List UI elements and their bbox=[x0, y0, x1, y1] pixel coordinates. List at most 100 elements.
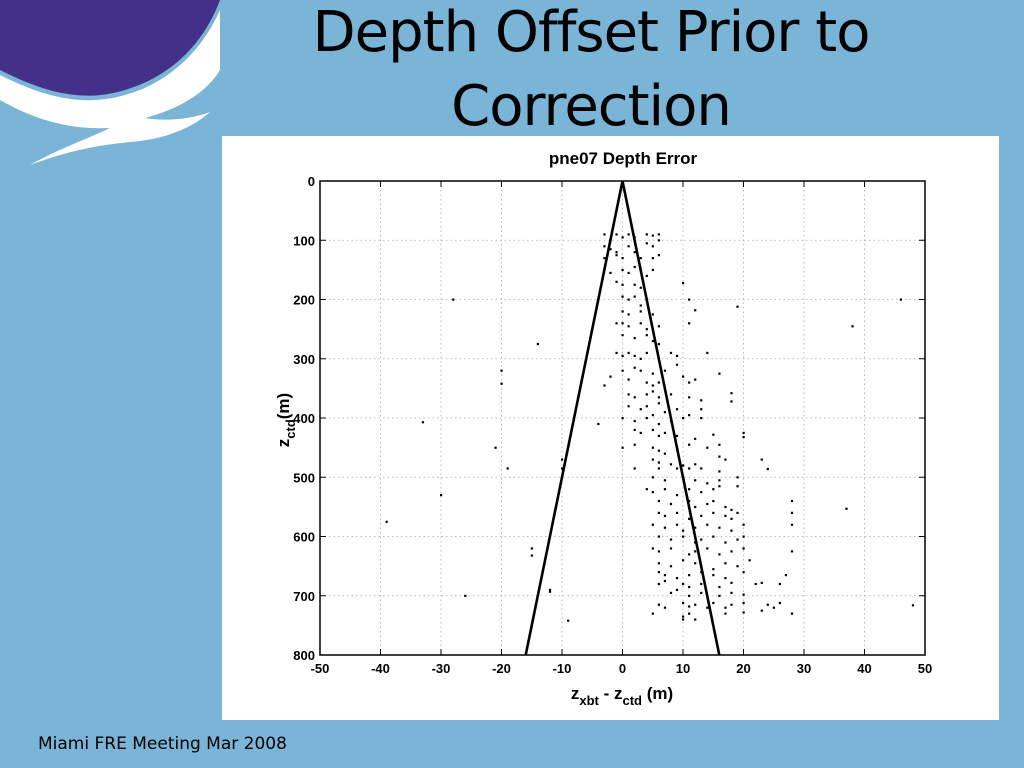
data-point bbox=[688, 553, 691, 556]
data-point bbox=[682, 615, 685, 618]
data-point bbox=[645, 488, 648, 491]
slide-title: Depth Offset Prior to Correction bbox=[222, 0, 960, 144]
data-point bbox=[651, 547, 654, 550]
data-point bbox=[548, 590, 552, 593]
data-point bbox=[645, 351, 648, 355]
data-point bbox=[694, 463, 697, 466]
data-point bbox=[778, 582, 781, 586]
data-point bbox=[500, 382, 503, 385]
data-point bbox=[790, 499, 794, 503]
x-tick-label: -10 bbox=[553, 661, 572, 676]
x-axis-label-sub1: xbt bbox=[579, 693, 599, 708]
data-point bbox=[627, 313, 630, 316]
data-point bbox=[682, 281, 685, 285]
data-point bbox=[561, 458, 564, 461]
data-point bbox=[682, 582, 685, 586]
data-point bbox=[464, 594, 467, 597]
data-point bbox=[724, 576, 727, 580]
data-point bbox=[621, 310, 624, 313]
data-point bbox=[682, 476, 685, 479]
data-point bbox=[694, 562, 697, 565]
x-tick-label: 40 bbox=[857, 661, 871, 676]
data-point bbox=[694, 309, 697, 312]
x-tick-label: -30 bbox=[432, 661, 451, 676]
data-point bbox=[712, 601, 715, 605]
y-tick-label: 300 bbox=[293, 352, 315, 367]
data-point bbox=[669, 419, 673, 423]
data-point bbox=[657, 342, 660, 346]
data-point bbox=[742, 601, 745, 605]
data-point bbox=[651, 372, 654, 375]
data-point bbox=[627, 351, 630, 355]
data-point bbox=[609, 248, 612, 251]
data-point bbox=[639, 357, 642, 360]
data-point bbox=[621, 446, 624, 449]
data-point bbox=[778, 601, 781, 605]
data-point bbox=[700, 514, 703, 517]
data-point bbox=[385, 520, 388, 523]
y-tick-label: 100 bbox=[293, 233, 315, 248]
data-point bbox=[651, 257, 654, 260]
data-point bbox=[639, 257, 642, 260]
data-point bbox=[615, 233, 618, 236]
data-point bbox=[609, 271, 612, 275]
data-point bbox=[639, 322, 642, 325]
data-point bbox=[790, 511, 794, 514]
data-point bbox=[694, 603, 697, 606]
data-point bbox=[675, 408, 679, 411]
data-point bbox=[688, 517, 691, 520]
data-point bbox=[651, 491, 654, 494]
data-point bbox=[645, 242, 648, 245]
data-point bbox=[899, 298, 902, 301]
data-point bbox=[688, 574, 691, 577]
data-point bbox=[657, 396, 660, 399]
data-point bbox=[718, 485, 721, 488]
data-point bbox=[730, 529, 733, 532]
data-point bbox=[663, 452, 667, 455]
data-point bbox=[730, 603, 733, 606]
data-point bbox=[706, 547, 709, 550]
data-point bbox=[718, 443, 721, 446]
data-point bbox=[627, 378, 630, 381]
data-point bbox=[633, 283, 636, 286]
data-point bbox=[627, 233, 630, 236]
data-point bbox=[645, 298, 648, 301]
data-point bbox=[657, 467, 660, 470]
y-tick-label: 0 bbox=[308, 174, 315, 189]
x-tick-label: -40 bbox=[371, 661, 390, 676]
data-point bbox=[651, 414, 654, 417]
data-point bbox=[657, 402, 660, 405]
data-point bbox=[627, 271, 630, 275]
data-point bbox=[694, 541, 697, 544]
data-point bbox=[615, 254, 618, 257]
data-point bbox=[706, 446, 709, 449]
data-point bbox=[700, 399, 703, 402]
data-point bbox=[688, 488, 691, 491]
x-tick-label: -50 bbox=[311, 661, 330, 676]
data-point bbox=[621, 295, 624, 298]
data-point bbox=[633, 467, 636, 470]
data-point bbox=[675, 523, 679, 526]
data-point bbox=[663, 579, 667, 583]
data-point bbox=[615, 351, 618, 355]
data-point bbox=[663, 514, 667, 517]
data-point bbox=[663, 369, 667, 372]
data-point bbox=[718, 553, 721, 556]
data-point bbox=[669, 502, 673, 506]
data-point bbox=[790, 612, 794, 615]
data-point bbox=[790, 550, 794, 553]
data-point bbox=[645, 328, 648, 331]
x-tick-label: 50 bbox=[918, 661, 932, 676]
data-point bbox=[639, 310, 642, 313]
x-axis-label-mid: - z bbox=[599, 684, 623, 703]
data-point bbox=[603, 233, 606, 236]
data-point bbox=[772, 606, 775, 609]
data-point bbox=[718, 585, 721, 589]
data-point bbox=[645, 334, 648, 337]
data-point bbox=[845, 507, 848, 510]
data-point bbox=[718, 479, 721, 482]
data-point bbox=[712, 433, 715, 436]
data-point bbox=[742, 431, 745, 435]
data-point bbox=[688, 605, 691, 608]
data-point bbox=[651, 339, 654, 343]
